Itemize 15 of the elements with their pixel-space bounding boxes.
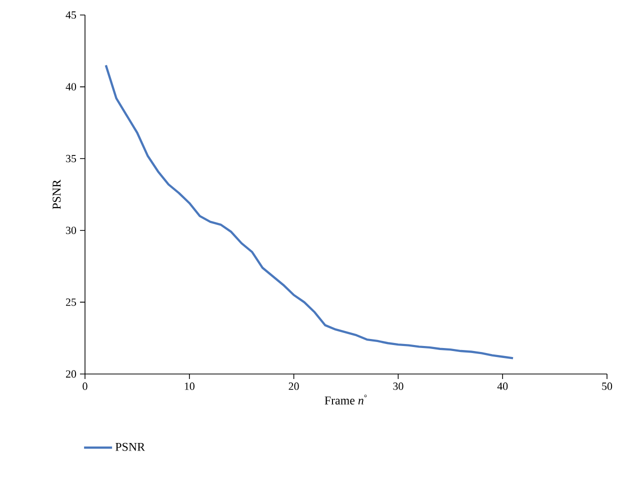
y-tick-label: 25 <box>66 298 76 306</box>
y-tick-label: 20 <box>66 370 76 378</box>
x-tick-label: 30 <box>393 382 404 390</box>
y-tick-label: 40 <box>66 83 76 90</box>
x-tick-label: 40 <box>497 382 508 390</box>
x-tick-label: 0 <box>82 382 88 390</box>
x-tick-label: 20 <box>288 382 299 390</box>
x-tick-label: 10 <box>184 382 194 390</box>
y-tick-label: 45 <box>66 11 76 19</box>
y-tick-label: 30 <box>66 226 76 234</box>
y-tick-label: 35 <box>66 154 76 162</box>
x-axis-title: Frame n$^{°}$ <box>324 394 367 405</box>
y-axis-title: PSNR <box>52 180 61 210</box>
legend-label: PSNR <box>116 442 146 451</box>
x-tick-label: 50 <box>602 382 612 390</box>
